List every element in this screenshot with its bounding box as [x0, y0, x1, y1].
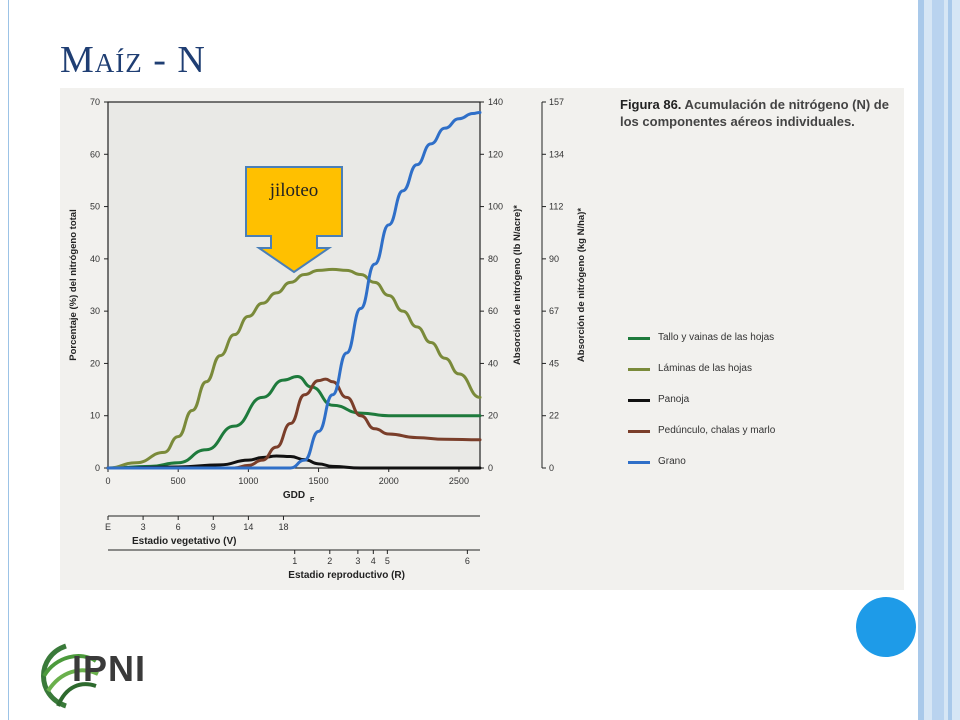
y-right1-tick-label: 40: [488, 358, 498, 368]
x-axis-label: GDD: [283, 490, 305, 501]
y-tick-label: 0: [95, 463, 100, 473]
frame-stripe: [932, 0, 944, 720]
legend-label: Panoja: [658, 394, 690, 405]
y-right2-tick-label: 0: [549, 463, 554, 473]
vegetative-stage-label: Estadio vegetativo (V): [132, 536, 236, 547]
y-right2-tick-label: 22: [549, 411, 559, 421]
y-right1-tick-label: 60: [488, 306, 498, 316]
y-right1-axis-label: Absorción de nitrógeno (lb N/acre)*: [512, 205, 523, 365]
reproductive-stage-tick-label: 5: [385, 556, 390, 566]
figure-caption: Figura 86. Acumulación de nitrógeno (N) …: [620, 96, 900, 130]
series-line-5: [106, 110, 482, 470]
reproductive-stage-tick-label: 1: [292, 556, 297, 566]
x-tick-label: 1500: [309, 476, 329, 486]
x-tick-label: 500: [171, 476, 186, 486]
figure-caption-text: Acumulación de nitrógeno (N) de los comp…: [620, 97, 889, 129]
figure-caption-number: Figura 86.: [620, 97, 682, 112]
y-right1-tick-label: 0: [488, 463, 493, 473]
callout-arrow: jiloteo: [245, 166, 343, 274]
legend-label: Láminas de las hojas: [658, 363, 752, 374]
y-right2-tick-label: 45: [549, 358, 559, 368]
vegetative-stage-tick-label: 3: [141, 522, 146, 532]
vegetative-stage-tick-label: 14: [243, 522, 253, 532]
reproductive-stage-tick-label: 3: [355, 556, 360, 566]
legend-label: Pedúnculo, chalas y marlo: [658, 425, 776, 436]
reproductive-stage-tick-label: 2: [327, 556, 332, 566]
y-right2-axis-label: Absorción de nitrógeno (kg N/ha)*: [576, 208, 587, 362]
reproductive-stage-tick-label: 6: [465, 556, 470, 566]
y-tick-label: 20: [90, 358, 100, 368]
y-tick-label: 50: [90, 202, 100, 212]
x-tick-label: 0: [105, 476, 110, 486]
y-right2-tick-label: 67: [549, 306, 559, 316]
vegetative-stage-tick-label: 9: [211, 522, 216, 532]
y-tick-label: 40: [90, 254, 100, 264]
x-tick-label: 2500: [449, 476, 469, 486]
x-tick-label: 1000: [238, 476, 258, 486]
y-tick-label: 30: [90, 306, 100, 316]
frame-stripe: [948, 0, 952, 720]
y-right2-tick-label: 134: [549, 149, 564, 159]
series-line-3: [106, 454, 482, 470]
legend-label: Tallo y vainas de las hojas: [658, 332, 775, 343]
figure-panel: 0 10 20 30 40 50 60 70 0 20 40 60 80 100 120 140 0 22 45 67…: [60, 88, 904, 590]
reproductive-stage-label: Estadio reproductivo (R): [288, 570, 405, 581]
series-line-1: [106, 374, 482, 470]
y-right1-tick-label: 100: [488, 202, 503, 212]
frame-stripe: [918, 0, 924, 720]
decorative-dot: [856, 597, 916, 657]
y-right2-tick-label: 157: [549, 97, 564, 107]
legend-swatch: [628, 399, 650, 402]
nitrogen-chart: 0102030405060700204060801001201400224567…: [68, 97, 587, 581]
callout-shape: [245, 166, 343, 274]
x-axis-label-subscript: F: [310, 497, 315, 504]
y-right1-tick-label: 120: [488, 149, 503, 159]
legend-swatch: [628, 461, 650, 464]
y-tick-label: 60: [90, 149, 100, 159]
ipni-logo-icon: [41, 643, 99, 709]
y-right1-tick-label: 140: [488, 97, 503, 107]
callout-label: jiloteo: [269, 180, 319, 201]
x-tick-label: 2000: [379, 476, 399, 486]
legend-label: Grano: [658, 456, 686, 467]
legend-swatch: [628, 337, 650, 340]
slide-frame-left: [8, 0, 9, 720]
slide-title: Maíz - N: [60, 39, 206, 81]
series-line-4: [106, 377, 482, 470]
y-right2-tick-label: 90: [549, 254, 559, 264]
legend-swatch: [628, 368, 650, 371]
legend-swatch: [628, 430, 650, 433]
y-tick-label: 10: [90, 411, 100, 421]
ipni-logo-text: IPNI: [72, 648, 147, 689]
vegetative-stage-tick-label: 6: [176, 522, 181, 532]
vegetative-stage-tick-label: E: [105, 522, 111, 532]
y-right2-tick-label: 112: [549, 202, 563, 212]
y-right1-tick-label: 80: [488, 254, 498, 264]
y-tick-label: 70: [90, 97, 100, 107]
slide-frame-right: [918, 0, 960, 720]
y-axis-label: Porcentaje (%) del nitrógeno total: [68, 209, 79, 361]
y-right1-tick-label: 20: [488, 411, 498, 421]
vegetative-stage-tick-label: 18: [278, 522, 288, 532]
series-line-2: [106, 267, 482, 470]
reproductive-stage-tick-label: 4: [371, 556, 376, 566]
